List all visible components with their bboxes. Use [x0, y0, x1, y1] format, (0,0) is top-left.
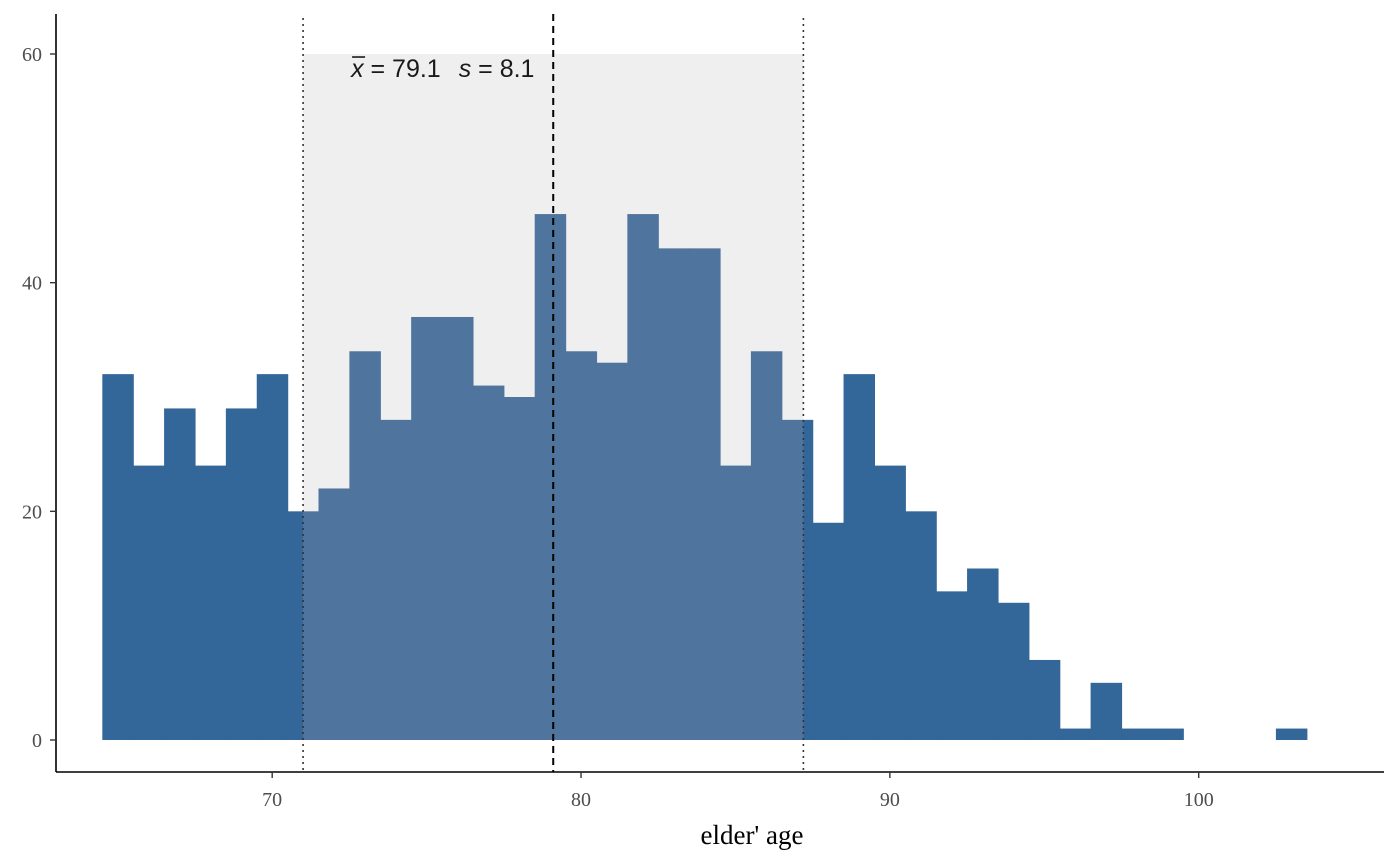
histogram-bar	[133, 465, 165, 740]
histogram-bar	[843, 374, 876, 740]
histogram-bar	[503, 397, 536, 740]
histogram-bar	[349, 351, 381, 740]
histogram-bar	[803, 419, 814, 740]
axes-layer	[55, 14, 1384, 773]
histogram-bar	[287, 511, 304, 740]
x-axis-title: elder' age	[700, 820, 803, 850]
histogram-bar	[874, 465, 906, 740]
histogram-bar	[442, 316, 474, 740]
y-tick-label: 60	[22, 44, 42, 66]
histogram-bar	[596, 362, 628, 740]
histogram-bar	[225, 408, 258, 740]
histogram-bar	[565, 351, 598, 740]
mean-value-text: = 79.1	[364, 55, 441, 83]
histogram-bar	[102, 374, 134, 740]
bars-layer	[102, 214, 1308, 740]
histogram-bar	[689, 248, 721, 740]
histogram-bar	[1121, 728, 1153, 740]
reference-lines-layer	[302, 14, 805, 772]
histogram-bar	[1275, 728, 1308, 740]
x-tick-label: 80	[571, 789, 591, 811]
y-tick-label: 20	[22, 501, 42, 523]
histogram-bar	[1090, 682, 1123, 740]
y-tick-label: 40	[22, 273, 42, 295]
histogram-bar	[627, 214, 659, 740]
histogram-bar	[256, 374, 289, 740]
histogram-bar	[318, 488, 350, 740]
histogram-bar	[1059, 728, 1092, 740]
histogram-bar	[750, 351, 783, 740]
histogram-bar	[1028, 659, 1061, 740]
histogram-bar	[303, 511, 320, 740]
sd-symbol: s	[459, 55, 472, 83]
histogram-bar	[380, 419, 412, 740]
histogram-bar	[534, 214, 567, 740]
histogram-bar	[658, 248, 690, 740]
x-tick-label: 70	[262, 789, 282, 811]
histogram-bar	[781, 419, 804, 740]
mean-symbol: x	[350, 55, 365, 83]
x-tick-label: 100	[1184, 789, 1214, 811]
histogram-bar	[936, 591, 968, 740]
mean-sd-annotation: x = 79.1 s = 8.1	[350, 55, 534, 83]
histogram-bar	[1152, 728, 1184, 740]
histogram-bar	[411, 316, 443, 740]
histogram-bar	[997, 602, 1030, 740]
histogram-bar	[194, 465, 227, 740]
x-tick-label: 90	[880, 789, 900, 811]
histogram-bar	[812, 522, 845, 740]
histogram-bar	[967, 568, 999, 740]
histogram-bar	[720, 465, 752, 740]
y-tick-label: 0	[32, 730, 42, 752]
histogram-bar	[472, 385, 505, 740]
histogram-bar	[905, 511, 937, 740]
ticks-layer: 70 80 90 100 0 20 40 60	[22, 44, 1214, 811]
histogram-bar	[164, 408, 196, 740]
sd-value-text: = 8.1	[471, 55, 534, 83]
